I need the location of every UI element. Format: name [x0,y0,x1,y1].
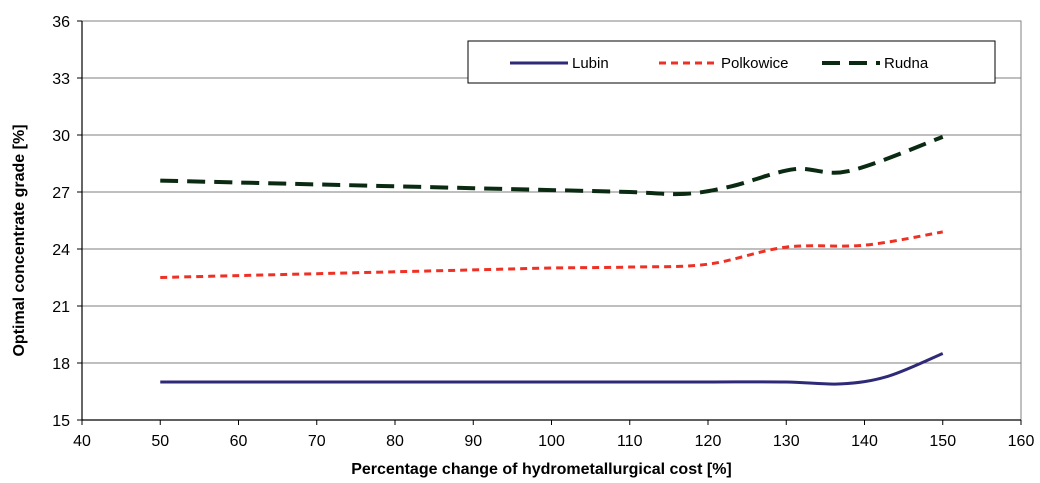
legend-label-polkowice: Polkowice [721,55,789,72]
x-tick-label-150: 150 [929,433,956,450]
legend-label-rudna: Rudna [884,55,929,72]
x-tick-label-40: 40 [73,433,91,450]
x-tick-label-120: 120 [695,433,722,450]
x-tick-label-100: 100 [538,433,565,450]
y-tick-label-27: 27 [52,185,70,202]
x-tick-label-60: 60 [230,433,248,450]
x-tick-label-160: 160 [1008,433,1035,450]
x-tick-label-80: 80 [386,433,404,450]
y-tick-label-36: 36 [52,14,70,31]
x-tick-label-70: 70 [308,433,326,450]
legend: Lubin Polkowice Rudna [467,40,996,84]
x-tick-label-130: 130 [773,433,800,450]
y-tick-label-30: 30 [52,128,70,145]
series-line-polkowice [160,230,944,279]
y-tick-label-33: 33 [52,71,70,88]
x-axis-title: Percentage change of hydrometallurgical … [351,461,732,478]
x-tick-label-50: 50 [151,433,169,450]
series-line-lubin [160,352,944,386]
y-tick-label-21: 21 [52,299,70,316]
series-layer [160,135,944,386]
y-axis-title: Optimal concentrate grade [%] [11,124,28,356]
y-tick-label-15: 15 [52,413,70,430]
x-tick-label-90: 90 [464,433,482,450]
x-tick-label-110: 110 [617,433,643,450]
y-tick-label-24: 24 [52,242,70,259]
axes: 15 18 21 24 27 30 33 36 40 50 60 70 80 90 100 110 120 130… [52,14,1034,450]
y-tick-label-18: 18 [52,356,70,373]
legend-label-lubin: Lubin [572,55,609,72]
series-line-rudna [160,135,944,197]
x-tick-label-140: 140 [851,433,878,450]
